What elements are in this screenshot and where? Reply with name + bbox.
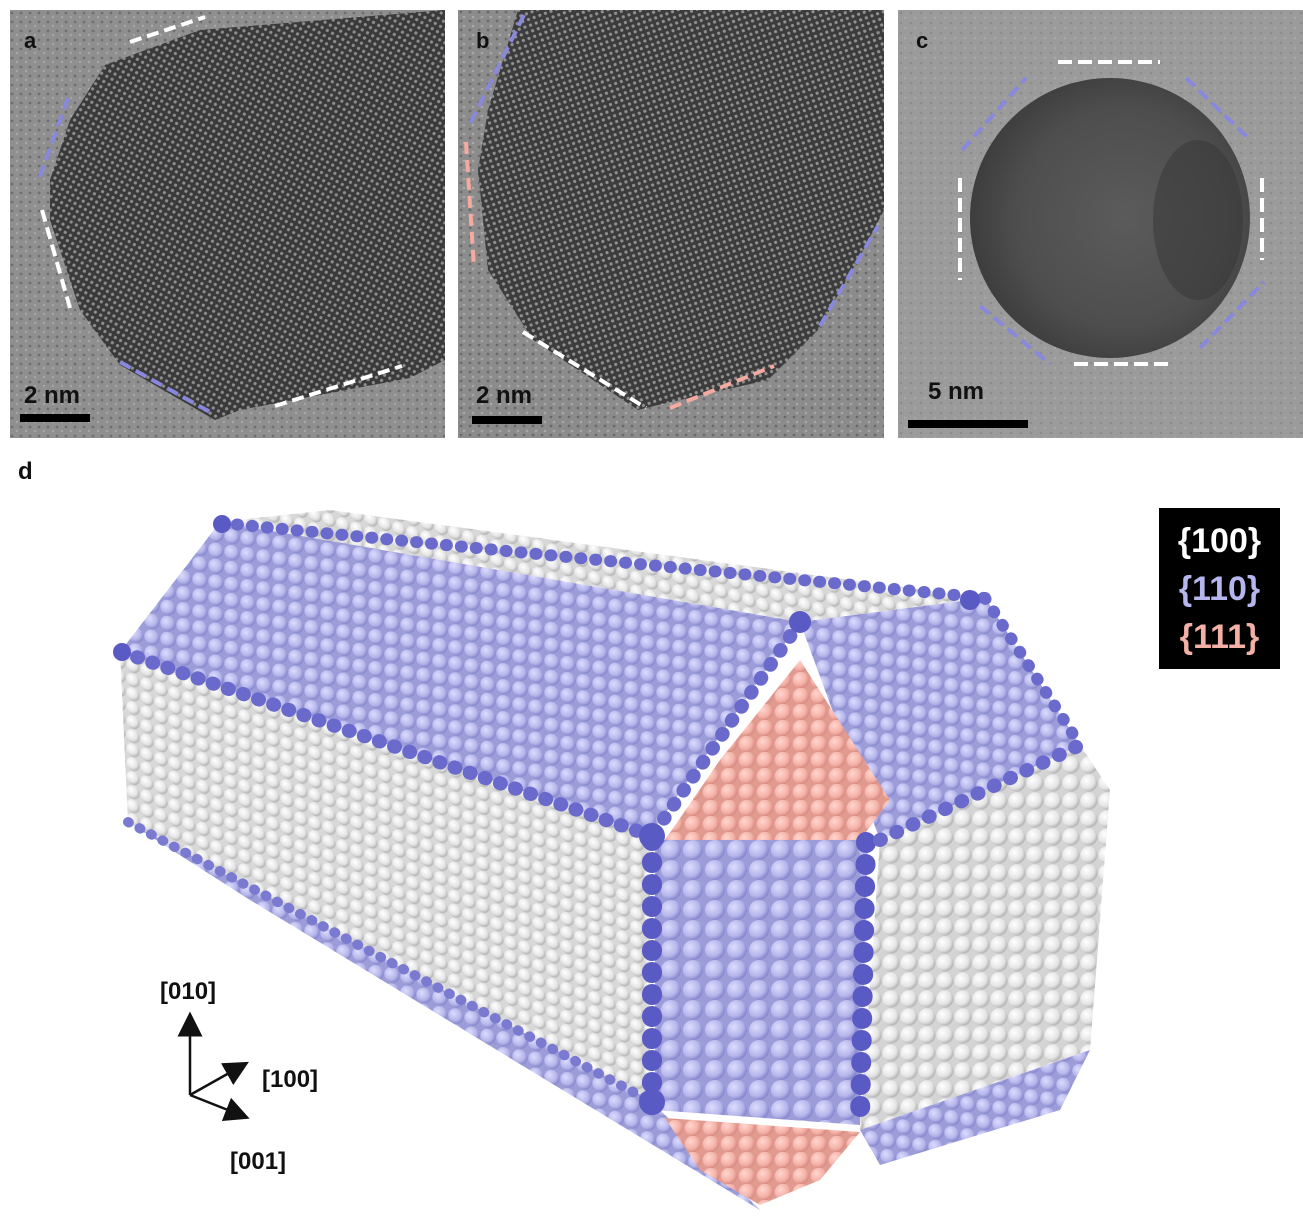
facet-100-top [220,510,985,622]
panel-label-c: c [916,28,929,53]
scale-bar-c [908,420,1028,428]
tem-panel-c: c 5 nm [898,10,1303,438]
scale-label-a: 2 nm [24,382,81,409]
tem-image-a [10,10,445,438]
axis-label-100: [100] [262,1066,319,1093]
facet-111-bottom [665,1118,860,1205]
axis-label-010: [010] [160,978,217,1005]
axis-arrow-001 [189,1093,250,1122]
scale-label-c: 5 nm [928,378,985,405]
legend-item-111: {111} [1179,617,1260,656]
facet-110-lower [128,822,760,1210]
facet-line-110 [1198,280,1266,350]
scale-bar-b [472,416,542,424]
facet-line-111 [669,364,775,410]
tem-image-c [898,10,1303,438]
facet-line-110 [466,14,526,129]
panel-label-b: b [476,28,490,53]
facet-111-top [665,660,890,840]
facet-110-cap-front [655,840,868,1125]
axis-arrow-100 [189,1061,249,1097]
facet-line-110 [36,97,70,183]
facet-line-110 [960,76,1028,152]
scale-label-b: 2 nm [476,382,533,409]
axis-label-001: [001] [230,1148,287,1175]
facet-line-100 [129,15,206,44]
panel-label-d: d [18,458,33,485]
legend-item-100: {100} [1177,521,1262,560]
scale-bar-a [20,414,90,422]
facet-line-111 [464,141,476,269]
tem-image-b [458,10,884,438]
facet-legend: {100} {110} {111} [1159,508,1280,669]
tem-panel-b: b 2 nm [458,10,884,438]
tem-panel-a: a 2 nm [10,10,445,438]
facet-110-cap-bottom [860,1050,1090,1165]
panel-label-a: a [24,28,37,53]
facet-line-110 [978,304,1052,366]
facet-110-upper [120,522,800,835]
facet-line-100 [274,364,403,408]
edge-atoms [113,515,1087,1128]
facet-100-side [120,652,650,1100]
facet-100-cap-right [860,745,1110,1130]
facet-line-110 [1184,76,1250,140]
axes-glyph [177,1011,250,1122]
facet-line-110 [818,224,880,328]
legend-item-110: {110} [1178,569,1261,608]
facet-line-100 [521,330,648,410]
